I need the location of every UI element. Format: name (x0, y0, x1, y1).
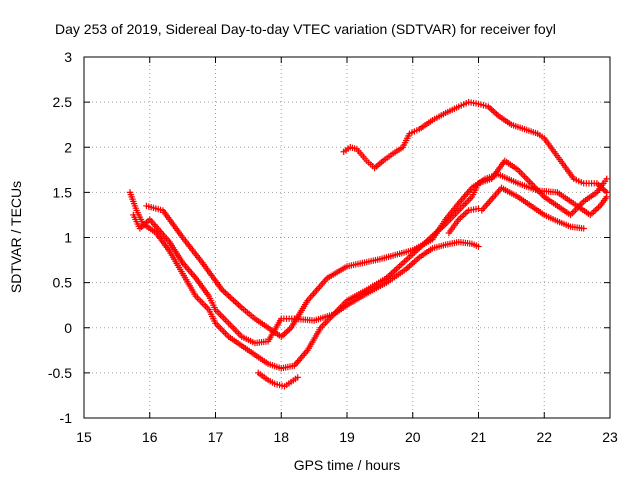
data-point (603, 175, 610, 183)
x-tick-label: 22 (536, 429, 552, 445)
y-tick-label: 1.5 (53, 184, 73, 200)
x-tick-label: 23 (602, 429, 618, 445)
data-point (580, 225, 587, 232)
series-track-upper (340, 98, 610, 196)
y-tick-label: -1 (60, 410, 73, 426)
series-track-fork (445, 184, 587, 237)
y-tick-label: 2 (64, 139, 72, 155)
series-track-mid (130, 157, 610, 347)
y-tick-label: 1 (64, 230, 72, 246)
y-axis-title: SDTVAR / TECUs (8, 181, 24, 293)
series-track-dip (255, 369, 301, 390)
tick-labels: 15 16 17 18 19 20 21 22 23 -1 -0.5 0 0.5 1 1.5 2 2.5 3 (48, 49, 618, 445)
y-tick-label: -0.5 (48, 365, 72, 381)
x-axis-title: GPS time / hours (294, 457, 401, 473)
x-tick-label: 20 (405, 429, 421, 445)
data-point (294, 374, 301, 381)
data-points (126, 98, 610, 390)
chart-title: Day 253 of 2019, Sidereal Day-to-day VTE… (55, 21, 556, 37)
grid-lines (84, 57, 610, 418)
x-tick-label: 17 (208, 429, 224, 445)
x-tick-label: 21 (471, 429, 487, 445)
y-tick-label: 0.5 (53, 275, 73, 291)
series-track-low (126, 189, 482, 372)
y-tick-label: 0 (64, 320, 72, 336)
x-tick-label: 16 (142, 429, 158, 445)
y-tick-label: 3 (64, 49, 72, 65)
x-tick-label: 19 (339, 429, 355, 445)
data-point (475, 243, 482, 250)
data-point (603, 189, 610, 196)
x-tick-label: 15 (76, 429, 92, 445)
x-tick-label: 18 (273, 429, 289, 445)
y-tick-label: 2.5 (53, 94, 73, 110)
